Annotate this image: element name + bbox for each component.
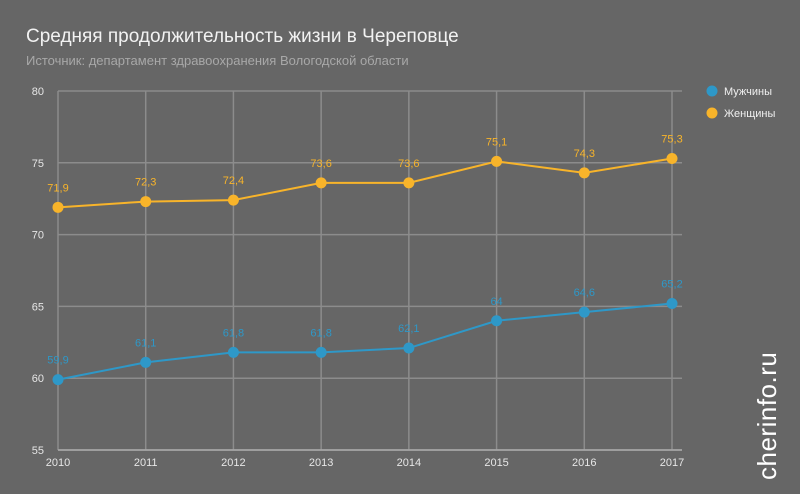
data-point xyxy=(491,315,503,327)
data-point xyxy=(52,374,64,386)
legend-label: Мужчины xyxy=(724,86,772,98)
y-tick-label: 55 xyxy=(32,445,44,457)
data-label: 64 xyxy=(490,296,502,308)
data-point xyxy=(403,177,415,189)
x-tick-label: 2011 xyxy=(134,457,158,469)
data-label: 65,2 xyxy=(661,279,682,291)
legend-marker xyxy=(706,107,718,119)
data-label: 62,1 xyxy=(398,323,419,335)
x-tick-label: 2014 xyxy=(397,457,421,469)
data-point xyxy=(315,177,327,189)
y-tick-label: 60 xyxy=(32,373,44,385)
data-point xyxy=(140,356,152,368)
x-tick-label: 2015 xyxy=(484,457,508,469)
x-tick-label: 2016 xyxy=(572,457,596,469)
data-label: 71,9 xyxy=(47,182,68,194)
chart-title: Средняя продолжительность жизни в Черепо… xyxy=(26,26,459,47)
x-tick-label: 2017 xyxy=(660,457,684,469)
data-label: 75,3 xyxy=(661,133,682,145)
data-label: 72,4 xyxy=(223,175,244,187)
data-point xyxy=(403,342,415,354)
x-tick-label: 2013 xyxy=(309,457,333,469)
data-label: 73,6 xyxy=(398,158,419,170)
legend-label: Женщины xyxy=(724,108,775,120)
data-point xyxy=(578,306,590,318)
data-label: 61,8 xyxy=(223,327,244,339)
data-label: 61,8 xyxy=(310,327,331,339)
data-label: 72,3 xyxy=(135,177,156,189)
data-point xyxy=(491,155,503,167)
y-tick-label: 65 xyxy=(32,301,44,313)
data-point xyxy=(578,167,590,179)
y-tick-label: 70 xyxy=(32,230,44,242)
data-point xyxy=(315,346,327,358)
y-tick-label: 75 xyxy=(32,158,44,170)
data-label: 73,6 xyxy=(310,158,331,170)
x-tick-label: 2012 xyxy=(221,457,245,469)
y-tick-label: 80 xyxy=(32,86,44,98)
data-point xyxy=(666,152,678,164)
chart-subtitle: Источник: департамент здравоохранения Во… xyxy=(26,53,409,68)
data-label: 64,6 xyxy=(574,287,595,299)
data-point xyxy=(140,196,152,208)
watermark: cherinfo.ru xyxy=(752,351,782,480)
series-line xyxy=(57,157,673,209)
series-line xyxy=(57,302,673,381)
x-tick-label: 2010 xyxy=(46,457,70,469)
data-point xyxy=(666,298,678,310)
legend-marker xyxy=(706,85,718,97)
data-point xyxy=(227,194,239,206)
data-point xyxy=(227,346,239,358)
data-label: 61,1 xyxy=(135,337,156,349)
data-label: 75,1 xyxy=(486,136,507,148)
data-label: 74,3 xyxy=(574,148,595,160)
data-label: 59,9 xyxy=(47,355,68,367)
data-point xyxy=(52,201,64,213)
